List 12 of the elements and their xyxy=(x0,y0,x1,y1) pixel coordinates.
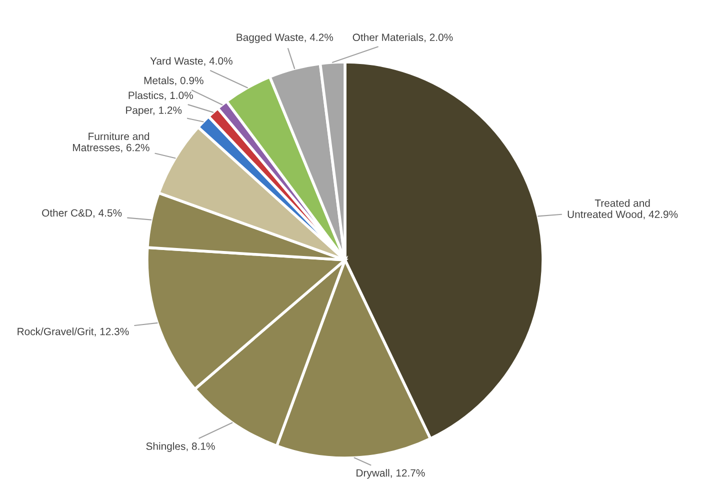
slice-label: Other Materials, 2.0% xyxy=(352,33,453,42)
slice-label: Metals, 0.9% xyxy=(144,76,204,86)
slice-label: Other C&D, 4.5% xyxy=(42,208,122,218)
slice-label: Bagged Waste, 4.2% xyxy=(236,33,334,44)
slice-label: Yard Waste, 4.0% xyxy=(150,57,232,66)
slice-label: Plastics, 1.0% xyxy=(128,91,193,100)
slice-label: Shingles, 8.1% xyxy=(146,442,215,452)
slice-label: Treated and Untreated Wood, 42.9% xyxy=(568,199,678,220)
slice-label: Drywall, 12.7% xyxy=(356,468,425,479)
slice-label: Rock/Gravel/Grit, 12.3% xyxy=(18,328,129,336)
slice-label: Paper, 1.2% xyxy=(126,106,182,116)
slice-label: Furniture and Matresses, 6.2% xyxy=(73,132,150,152)
